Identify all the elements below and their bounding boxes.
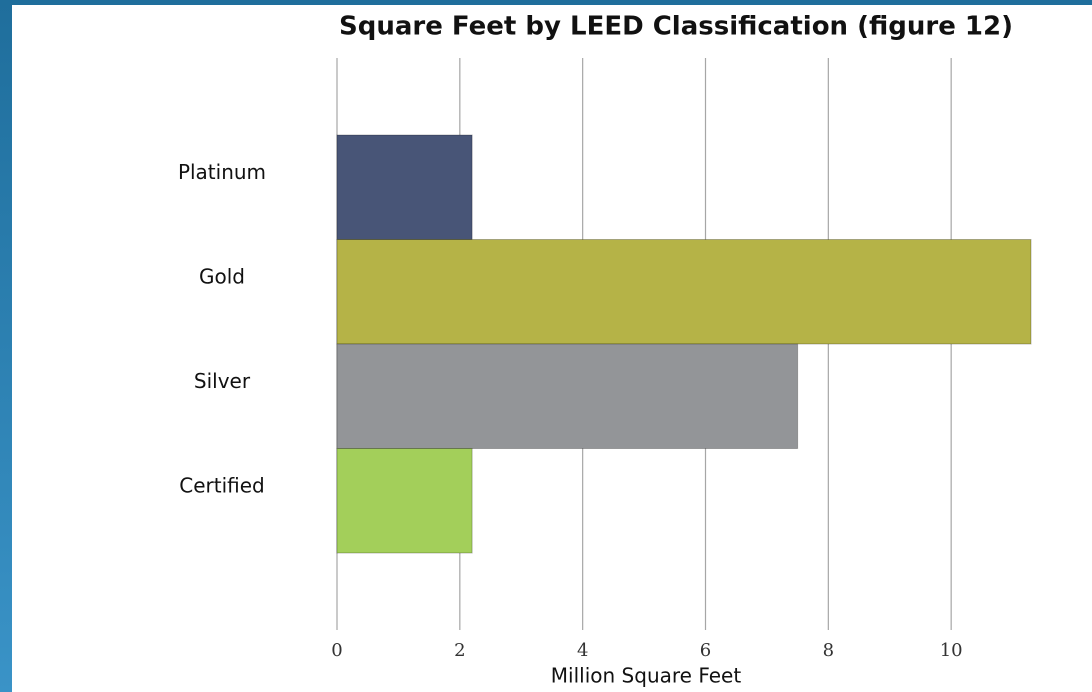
- bar: [336, 134, 473, 240]
- y-tick-label: Silver: [194, 369, 251, 393]
- y-tick-label: Gold: [199, 264, 245, 288]
- bar: [336, 448, 473, 554]
- x-tick-label: 6: [700, 640, 711, 661]
- x-axis-label: Million Square Feet: [551, 664, 742, 688]
- x-tick-label: 10: [940, 640, 963, 661]
- chart-title: Square Feet by LEED Classification (figu…: [339, 12, 1013, 42]
- x-tick-label: 2: [454, 640, 465, 661]
- x-tick-label: 0: [331, 640, 342, 661]
- x-tick-label: 4: [577, 640, 588, 661]
- x-tick-label: 8: [823, 640, 834, 661]
- bar: [336, 239, 1032, 345]
- y-tick-label: Platinum: [178, 160, 266, 184]
- bar: [336, 343, 799, 449]
- y-tick-label: Certified: [179, 473, 265, 497]
